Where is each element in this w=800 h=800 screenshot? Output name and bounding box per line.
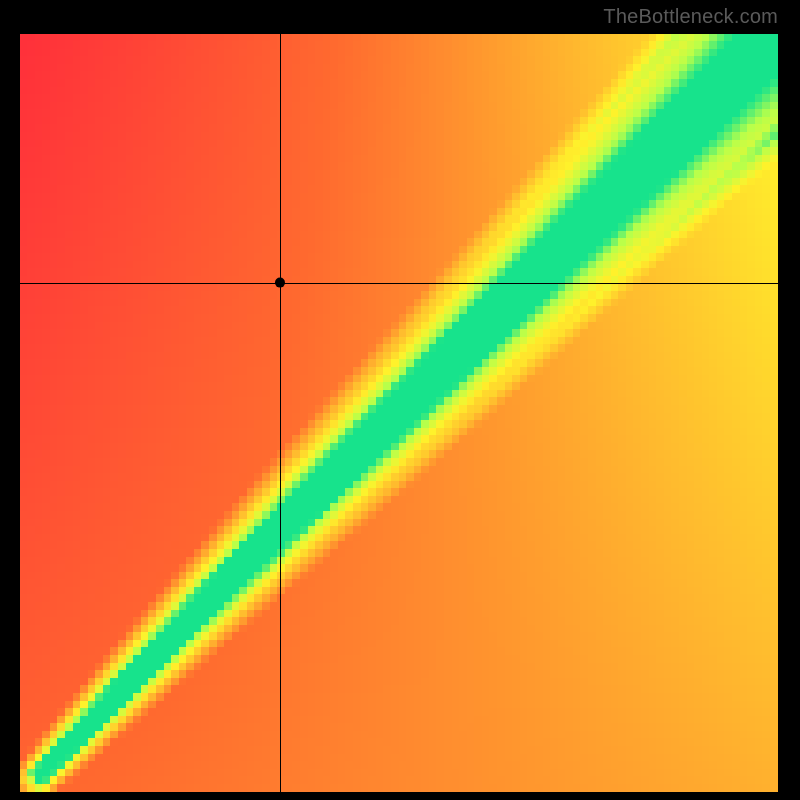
bottleneck-heatmap xyxy=(20,34,778,792)
chart-container: { "watermark": { "text": "TheBottleneck.… xyxy=(0,0,800,800)
watermark-text: TheBottleneck.com xyxy=(603,6,778,29)
